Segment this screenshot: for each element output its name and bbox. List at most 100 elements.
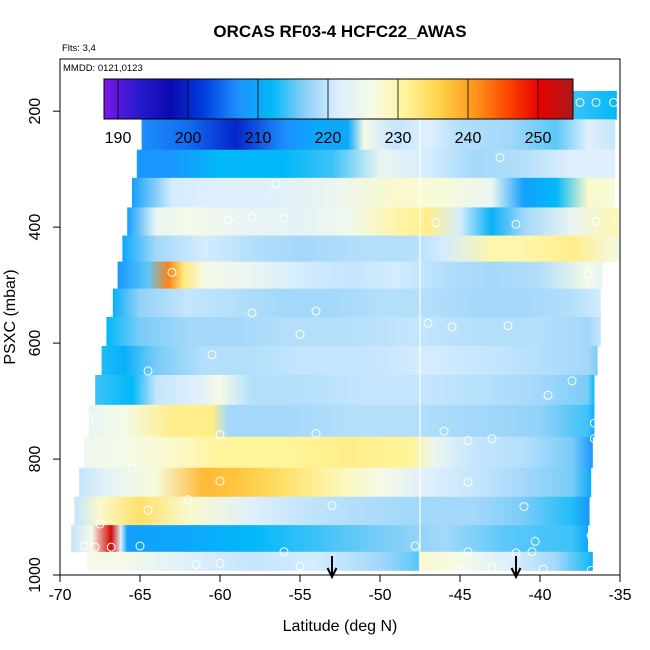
sample-point [586,565,596,575]
x-tick-label: -60 [208,587,231,604]
sample-point [295,329,305,339]
heatmap-layer [122,235,620,263]
sample-point [423,318,433,328]
y-tick-label: 1000 [27,557,44,593]
heatmap-layer [141,119,616,151]
sample-point [311,306,321,316]
heatmap-layer [127,207,619,237]
sample-point [447,322,457,332]
sample-point [143,505,153,515]
sample-point [583,270,593,280]
sample-point [463,435,473,445]
sample-point [95,519,105,529]
sample-point [439,426,449,436]
sample-point [215,476,225,486]
heatmap-layer [132,177,616,208]
colorbar-tick-label: 210 [245,130,272,147]
sample-point [538,564,548,574]
colorbar-tick-label: 200 [175,130,202,147]
y-tick-label: 800 [27,446,44,473]
heatmap-layer [95,374,595,406]
sample-point [271,179,281,189]
x-tick-label: -35 [608,587,631,604]
heatmap-layer [71,525,588,553]
heatmap-layer [106,317,601,347]
sample-point [207,350,217,360]
y-tick-label: 400 [27,214,44,241]
colorbar-tick-label: 230 [385,130,412,147]
x-tick-label: -55 [288,587,311,604]
sample-point [463,547,473,557]
sample-point [591,97,601,107]
sample-point [215,558,225,568]
sample-point [543,390,553,400]
flights-label: Flts: 3,4 [62,43,96,54]
colorbar-tick-label: 220 [315,130,342,147]
sample-point [247,212,257,222]
sample-point [79,541,89,551]
sample-point [589,418,599,428]
heatmap-layer [79,467,592,498]
x-tick-label: -45 [448,587,471,604]
sample-point [279,213,289,223]
colorbar-tick-label: 240 [455,130,482,147]
x-tick-label: -65 [128,587,151,604]
x-tick-label: -40 [528,587,551,604]
colorbar-ticks: 190 200 210 220 230 240 250 [105,79,551,147]
y-tick-label: 600 [27,330,44,357]
sample-point [431,217,441,227]
sample-point [527,547,537,557]
sample-point [575,97,585,107]
sample-point [247,308,257,318]
sample-point [191,560,201,570]
colorbar: 190 200 210 220 230 240 250 [103,78,574,147]
sample-point [530,536,540,546]
sample-point [586,531,596,541]
sample-point [519,502,529,512]
date-label: MMDD: 0121,0123 [63,63,143,74]
sample-point [295,561,305,571]
sample-point [410,541,420,551]
sample-point [463,477,473,487]
down-arrow-icon [510,556,522,580]
colorbar-gradient [103,78,574,120]
sample-point [589,434,599,444]
colorbar-tick-label: 190 [105,130,132,147]
sample-point [311,429,321,439]
y-axis-label: PSXC (mbar) [2,269,19,364]
x-tick-label: -70 [48,587,71,604]
heatmap-layer [136,149,616,179]
sample-point [183,495,193,505]
heatmap-layer [112,288,601,318]
sample-point [84,413,94,423]
chart-title: ORCAS RF03-4 HCFC22_AWAS [213,22,466,41]
sample-point [143,366,153,376]
heatmap-layer [101,345,598,376]
x-tick-label: -50 [368,587,391,604]
sample-point [135,541,145,551]
sample-point [127,463,137,473]
sample-point [591,216,601,226]
x-axis: -70 -65 -60 -55 -50 -45 -40 -35 [48,574,632,604]
sample-point [487,562,497,572]
heatmap-layer [84,436,593,469]
sample-point [223,215,233,225]
sample-point [612,217,620,227]
sample-point [487,434,497,444]
down-arrow-icon [326,556,338,580]
heatmap-layers [71,90,620,571]
sample-point [279,547,289,557]
sample-point [90,542,100,552]
heatmap-layer [88,404,595,438]
x-axis-label: Latitude (deg N) [283,618,398,635]
sample-point [511,219,521,229]
sample-point [609,97,619,107]
arrow-markers [326,556,522,580]
sample-point [215,430,225,440]
sample-point [495,153,505,163]
sample-point [455,564,465,574]
y-tick-label: 200 [27,98,44,125]
sample-point [106,542,116,552]
sample-point [327,500,337,510]
